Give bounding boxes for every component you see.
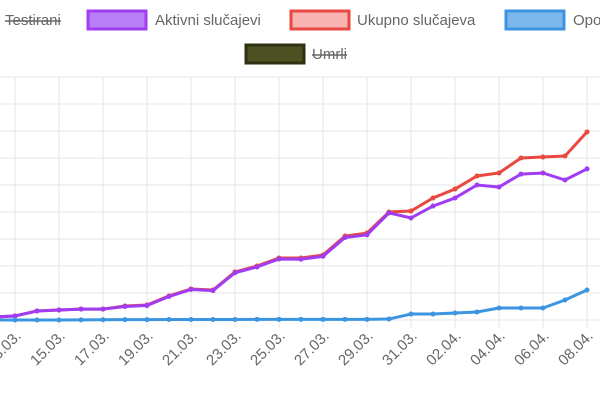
data-point <box>122 304 128 309</box>
data-point <box>12 317 18 323</box>
data-point <box>78 317 84 323</box>
data-point <box>166 316 172 322</box>
data-point <box>298 256 304 262</box>
data-point <box>386 316 392 322</box>
legend-label: Aktivni slučajevi <box>155 12 261 29</box>
data-point <box>166 294 172 300</box>
data-point <box>188 286 194 292</box>
x-tick-label: 19.03. <box>115 328 157 370</box>
legend-item: Ukupno slučajeva <box>289 9 476 31</box>
legend-label: Ukupno slučajeva <box>357 12 476 29</box>
data-point <box>254 264 260 270</box>
data-point <box>320 316 326 322</box>
data-point <box>364 316 370 322</box>
x-tick-label: 08.04. <box>555 328 597 370</box>
data-point <box>540 305 546 311</box>
legend-label: Oporavljeni <box>573 12 600 29</box>
data-point <box>518 171 524 177</box>
data-point <box>364 232 370 238</box>
data-point <box>56 317 62 323</box>
data-point <box>518 305 524 311</box>
data-point <box>276 316 282 322</box>
series-line <box>0 167 588 319</box>
data-point <box>540 170 546 176</box>
x-tick-label: 17.03. <box>71 328 113 370</box>
data-point <box>430 311 436 317</box>
data-point <box>408 208 414 214</box>
data-point <box>408 311 414 317</box>
data-point <box>276 256 282 262</box>
data-point <box>34 308 40 314</box>
data-point <box>232 270 238 276</box>
legend-swatch <box>504 9 566 31</box>
data-point <box>496 184 502 190</box>
data-point <box>56 307 62 313</box>
data-point <box>496 305 502 311</box>
legend-item: Umrli <box>244 43 347 65</box>
legend-swatch <box>244 43 306 65</box>
data-point <box>12 313 18 319</box>
x-tick-label: 04.04. <box>467 328 509 370</box>
data-point <box>430 195 436 201</box>
data-point <box>452 195 458 201</box>
data-point <box>100 306 106 312</box>
data-point <box>562 153 568 159</box>
data-point <box>232 316 238 322</box>
data-point <box>584 129 590 135</box>
data-point <box>452 186 458 192</box>
x-tick-label: 06.04. <box>511 328 553 370</box>
data-point <box>474 173 480 179</box>
data-point <box>210 316 216 322</box>
x-tick-label: 13.03. <box>0 328 25 370</box>
data-point <box>210 288 216 294</box>
data-point <box>144 317 150 323</box>
x-tick-label: 21.03. <box>159 328 201 370</box>
data-point <box>518 155 524 161</box>
data-point <box>100 317 106 323</box>
data-point <box>188 316 194 322</box>
data-point <box>122 317 128 323</box>
data-point <box>34 317 40 323</box>
x-tick-label: 27.03. <box>291 328 333 370</box>
data-point <box>78 306 84 312</box>
data-point <box>386 210 392 216</box>
legend-swatch <box>289 9 351 31</box>
data-point <box>342 235 348 241</box>
x-tick-label: 25.03. <box>247 328 289 370</box>
data-point <box>584 287 590 293</box>
data-point <box>562 177 568 183</box>
data-point <box>144 303 150 309</box>
x-tick-label: 15.03. <box>27 328 69 370</box>
data-point <box>254 316 260 322</box>
data-point <box>452 310 458 316</box>
data-point <box>496 170 502 176</box>
data-point <box>540 154 546 160</box>
data-point <box>408 215 414 221</box>
data-point <box>298 316 304 322</box>
data-point <box>342 316 348 322</box>
data-point <box>584 166 590 172</box>
x-tick-label: 31.03. <box>379 328 421 370</box>
data-point <box>320 253 326 259</box>
legend-item: Oporavljeni <box>504 9 600 31</box>
series-line <box>0 288 588 322</box>
data-point <box>474 182 480 188</box>
x-tick-label: 23.03. <box>203 328 245 370</box>
x-tick-label: 02.04. <box>423 328 465 370</box>
data-point <box>562 297 568 303</box>
legend-swatch <box>86 9 148 31</box>
legend-item: Testirani <box>5 12 61 29</box>
data-point <box>430 203 436 209</box>
data-point <box>474 309 480 315</box>
x-tick-label: 29.03. <box>335 328 377 370</box>
legend-item: Aktivni slučajevi <box>86 9 261 31</box>
